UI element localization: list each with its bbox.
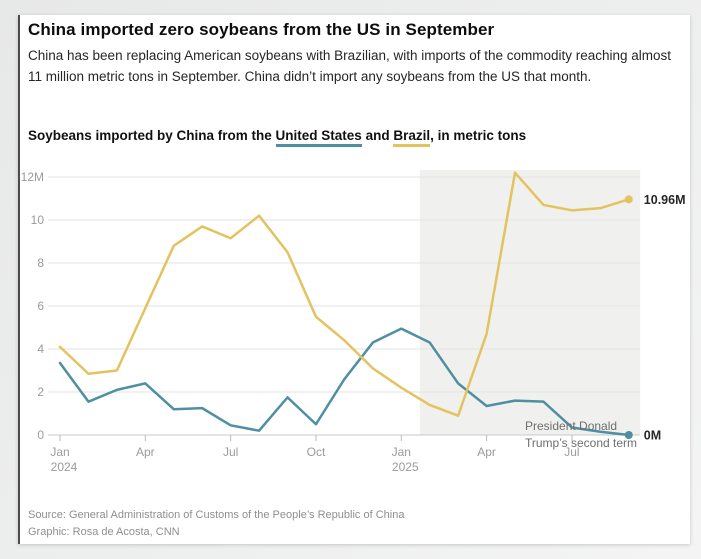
united-states-line xyxy=(58,327,631,437)
x-axis-label: Apr xyxy=(477,445,496,459)
brazil-line xyxy=(58,171,631,417)
chart-heading-mid: and xyxy=(361,128,394,143)
x-axis-year-label: 2025 xyxy=(392,460,419,474)
x-axis-label: Apr xyxy=(136,445,155,459)
x-axis-label: Jan xyxy=(50,445,69,459)
graphic-credit-line: Graphic: Rosa de Acosta, CNN xyxy=(28,526,180,539)
x-axis-label: Jul xyxy=(223,445,238,459)
brazil-end-value-label: 10.96M xyxy=(644,193,686,207)
shaded-region-trump-term xyxy=(419,170,641,435)
chart-heading: Soybeans imported by China from the Unit… xyxy=(28,128,678,147)
source-line: Source: General Administration of Custom… xyxy=(28,509,405,521)
x-axis-year-label: 2024 xyxy=(51,460,78,474)
legend-brazil: Brazil xyxy=(393,128,431,147)
y-axis-label: 2 xyxy=(37,385,44,399)
article-subtitle: China has been replacing American soybea… xyxy=(28,48,672,84)
united-states-end-value-label: 0M xyxy=(644,429,661,443)
y-axis-label: 12M xyxy=(21,170,44,184)
x-axis-label: Oct xyxy=(307,445,326,459)
article-chart-card: China imported zero soybeans from the US… xyxy=(18,15,690,544)
y-axis-label: 8 xyxy=(37,256,44,270)
chart-heading-prefix: Soybeans imported by China from the xyxy=(28,128,276,143)
y-axis-label: 0 xyxy=(37,428,44,442)
source-credit: Source: General Administration of Custom… xyxy=(28,507,678,541)
legend-united-states: United States xyxy=(275,128,362,147)
chart-heading-suffix: , in metric tons xyxy=(430,128,527,143)
page-title: China imported zero soybeans from the US… xyxy=(28,20,495,39)
united-states-end-dot xyxy=(624,431,633,439)
x-axis-label: Jan xyxy=(392,445,411,459)
trump-term-annotation: President Donald Trump’s second term xyxy=(525,419,638,450)
y-axis-label: 10 xyxy=(31,213,45,227)
brazil-end-dot xyxy=(624,195,633,204)
y-axis-label: 4 xyxy=(37,342,44,356)
x-axis-label: Jul xyxy=(564,445,579,459)
chart-area: 0 2 4 6 8 10 12M Jan 2024 Apr Jul Oct Jan 2025 Apr Jul 0… xyxy=(20,160,690,490)
y-axis-label: 6 xyxy=(37,299,44,313)
